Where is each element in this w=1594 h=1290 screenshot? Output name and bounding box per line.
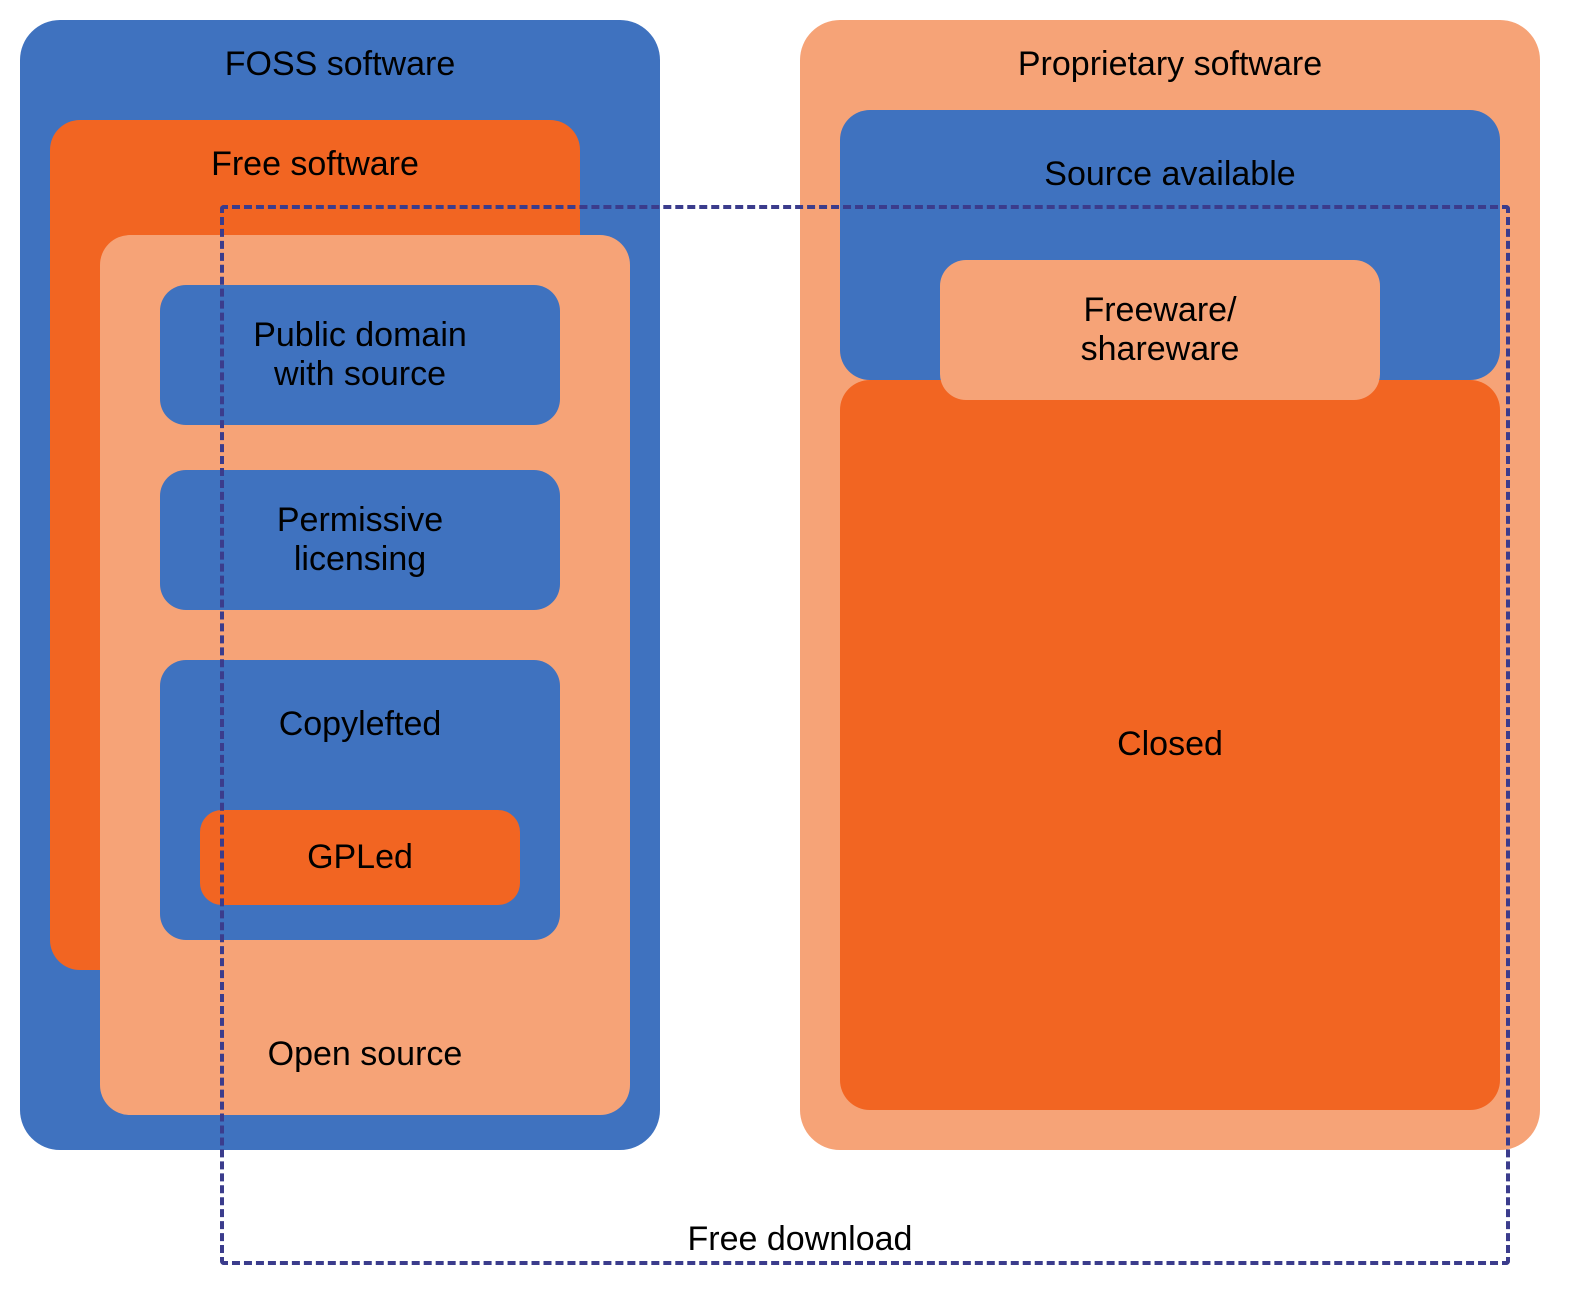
open-source-label: Open source <box>100 1030 630 1080</box>
permissive-label: Permissive licensing <box>160 490 560 590</box>
free-download-label: Free download <box>640 1220 960 1259</box>
copylefted-label: Copylefted <box>160 695 560 755</box>
diagram-stage: FOSS software Free software Open source … <box>0 0 1594 1290</box>
closed-label: Closed <box>840 720 1500 770</box>
proprietary-label: Proprietary software <box>800 40 1540 90</box>
source-available-label: Source available <box>840 150 1500 200</box>
freeware-label: Freeware/ shareware <box>940 280 1380 380</box>
gpled-label: GPLed <box>200 838 520 878</box>
free-software-label: Free software <box>50 140 580 190</box>
foss-label: FOSS software <box>20 40 660 90</box>
public-domain-label: Public domain with source <box>160 305 560 405</box>
